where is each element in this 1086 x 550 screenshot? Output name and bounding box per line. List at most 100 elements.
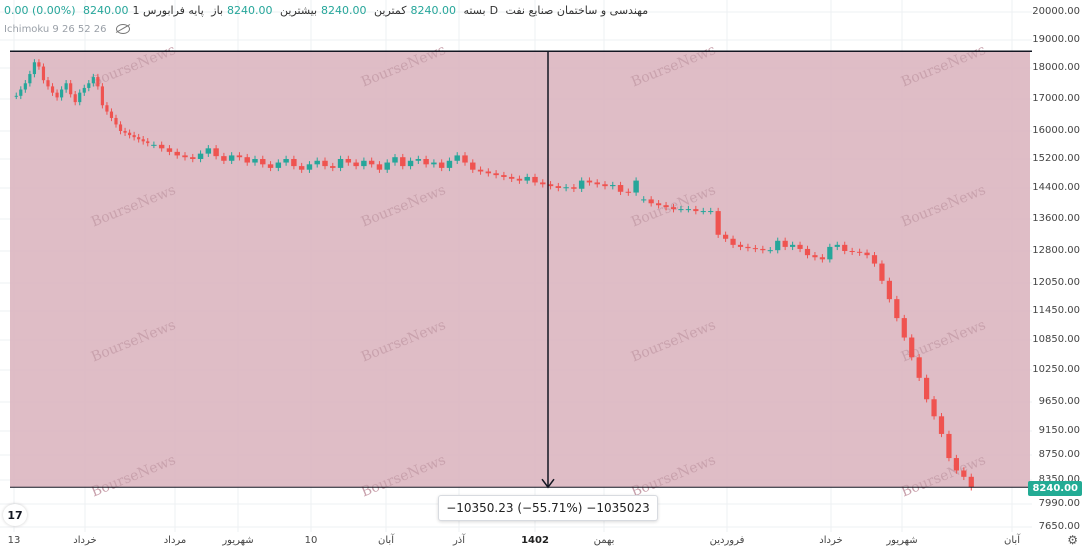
candle-body [23,83,27,90]
candle-body [656,203,662,206]
candle-body [174,151,180,156]
candle-body [114,117,118,125]
change-value: 0.00 (0.00%) [4,4,76,17]
candle-body [423,159,429,165]
candle-body [190,157,196,159]
candle-body [19,89,23,96]
candle-body [790,244,796,247]
close-label: بسته [463,4,486,17]
candle-body [842,244,848,251]
candle-body [73,94,77,103]
low-value: 8240.00 [410,4,456,17]
candle-body [353,162,359,167]
candle-body [663,205,669,208]
candle-body [446,160,453,168]
price-axis-label: 11450.00 [1032,305,1080,316]
candle-body [678,209,684,211]
candle-body [901,318,907,338]
time-axis-label: خرداد [819,535,843,546]
candle-body [158,144,165,149]
candle-body [610,185,616,187]
candle-body [14,95,18,97]
low-label: کمترین [374,4,407,17]
candle-body [602,184,608,187]
candle-body [760,248,766,251]
candle-body [961,470,967,477]
candle-body [221,156,227,161]
candle-body [594,182,600,185]
candle-body [64,83,68,90]
candle-body [916,357,922,378]
candle-body [857,251,863,253]
candle-body [871,255,878,264]
candle-body [182,155,188,158]
candle-body [516,178,523,181]
interval-label[interactable]: 1D [132,4,499,17]
price-axis-label: 8350.00 [1038,474,1080,485]
measure-crosshair [10,50,1032,489]
candle-body [834,244,840,247]
candle-body [361,160,367,167]
gear-icon[interactable]: ⚙ [1067,533,1078,547]
candle-body [55,92,59,98]
measure-arrow-icon [541,478,555,489]
candle-body [228,155,235,161]
hide-eye-icon[interactable] [115,24,130,34]
candle-body [477,169,484,172]
price-axis-label: 7990.00 [1038,498,1080,509]
candle-body [118,124,123,131]
candle-body [392,157,398,163]
candle-body [236,155,243,158]
candle-body [283,159,289,163]
exchange-label: پایه فرابورس [143,4,204,17]
candle-body [213,148,219,157]
candle-body [547,184,554,187]
candle-body [849,251,855,252]
candle-body [555,186,562,188]
candle-body [924,377,930,400]
tradingview-logo-icon[interactable]: 17 [3,504,27,526]
measure-text: −10350.23 (−55.71%) −1035023 [446,501,650,515]
close-value: 8240.00 [83,4,129,17]
candle-body [797,244,803,249]
price-axis-label: 9150.00 [1038,425,1080,436]
time-axis-label: 10 [304,535,318,546]
candle-body [132,135,136,138]
candle-body [260,159,266,165]
candle-body [431,162,437,165]
candle-body [578,180,585,189]
candle-body [306,164,313,170]
candle-body [715,211,721,235]
symbol-name[interactable]: مهندسی و ساختمان صنایع نفت [505,4,649,17]
price-axis-label: 10850.00 [1032,334,1080,345]
candle-body [345,159,352,163]
time-axis-label: آذر [452,535,466,546]
candle-body [767,250,773,252]
ichimoku-indicator-legend[interactable]: Ichimoku 9 26 52 26 [4,24,130,35]
candle-body [641,199,647,201]
candle-body [968,476,974,488]
candle-body [96,77,100,87]
candle-body [123,131,127,133]
candle-body [752,248,758,250]
candle-series [14,59,974,491]
open-value: 8240.00 [227,4,273,17]
price-axis-label: 12800.00 [1032,245,1080,256]
candle-body [700,211,706,213]
price-axis-label: 20000.00 [1032,6,1080,17]
candle-body [87,83,91,88]
candle-body [32,62,36,75]
candle-body [625,191,632,193]
candle-body [708,211,714,213]
time-axis-label: 1402 [521,535,549,546]
candle-body [415,159,422,161]
price-axis-label: 12050.00 [1032,277,1080,288]
candle-body [812,255,818,258]
candle-body [946,433,952,459]
time-axis-label: مرداد [163,535,187,546]
time-axis-label: بهمن [593,535,615,546]
time-axis-label: فروردین [709,535,745,546]
candle-body [953,458,959,471]
candle-body [540,182,546,185]
